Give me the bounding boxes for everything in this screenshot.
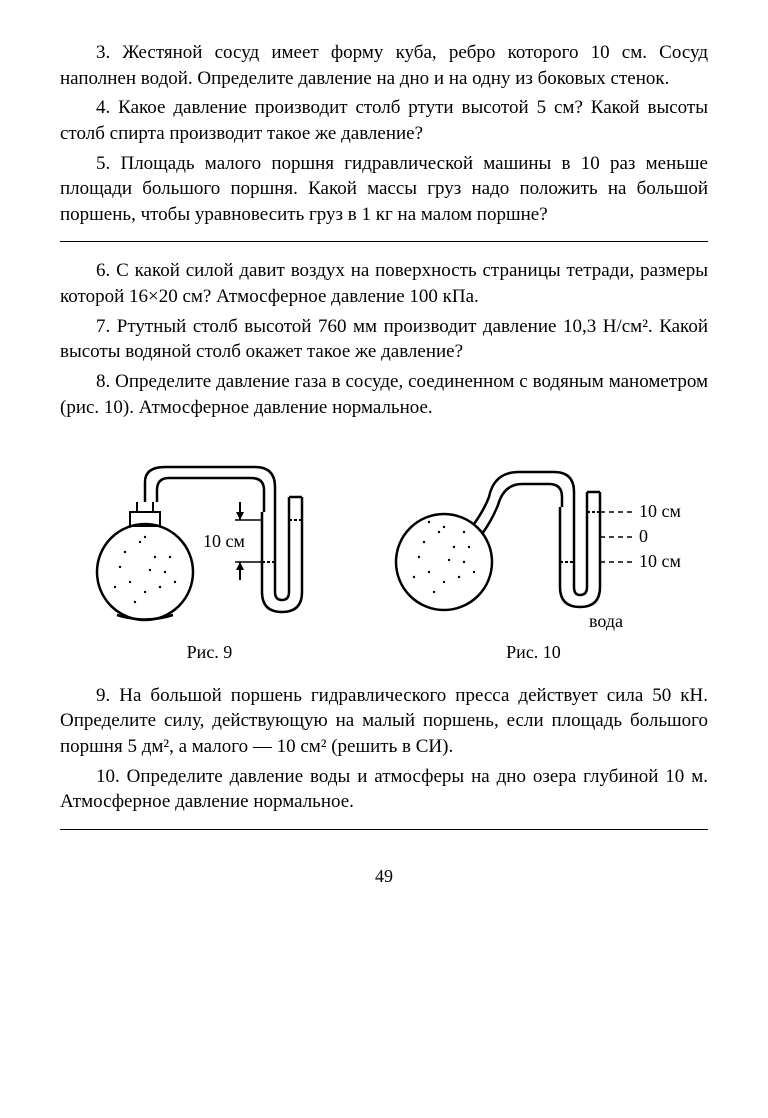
fig10-bot-label: 10 см	[639, 551, 681, 571]
figure-10-caption: Рис. 10	[374, 640, 694, 664]
problem-7: 7. Ртутный столб высотой 760 мм производ…	[60, 314, 708, 365]
problem-6: 6. С какой силой давит воздух на поверхн…	[60, 258, 708, 309]
problem-9: 9. На большой поршень гидравлического пр…	[60, 683, 708, 760]
fig9-measure-label: 10 см	[203, 531, 245, 551]
figure-10: 10 см 0 10 см вода Рис. 10	[374, 442, 694, 664]
figures-row: 10 см Рис. 9	[60, 442, 708, 664]
page-number: 49	[60, 864, 708, 888]
problem-4: 4. Какое давление производит столб ртути…	[60, 95, 708, 146]
problem-8: 8. Определите давление газа в сосуде, со…	[60, 369, 708, 420]
fig10-water-label: вода	[589, 611, 623, 631]
figure-9-caption: Рис. 9	[75, 640, 345, 664]
problem-3: 3. Жестяной сосуд имеет форму куба, ребр…	[60, 40, 708, 91]
physics-page: 3. Жестяной сосуд имеет форму куба, ребр…	[0, 0, 768, 918]
figure-9: 10 см Рис. 9	[75, 442, 345, 664]
manometer-fig9-icon: 10 см	[75, 442, 345, 632]
section-divider-1	[60, 241, 708, 242]
fig10-top-label: 10 см	[639, 501, 681, 521]
problem-10: 10. Определите давление воды и атмосферы…	[60, 764, 708, 815]
manometer-fig10-icon: 10 см 0 10 см вода	[374, 442, 694, 632]
problem-5: 5. Площадь малого поршня гидравлической …	[60, 151, 708, 228]
section-divider-2	[60, 829, 708, 830]
fig10-mid-label: 0	[639, 526, 648, 546]
